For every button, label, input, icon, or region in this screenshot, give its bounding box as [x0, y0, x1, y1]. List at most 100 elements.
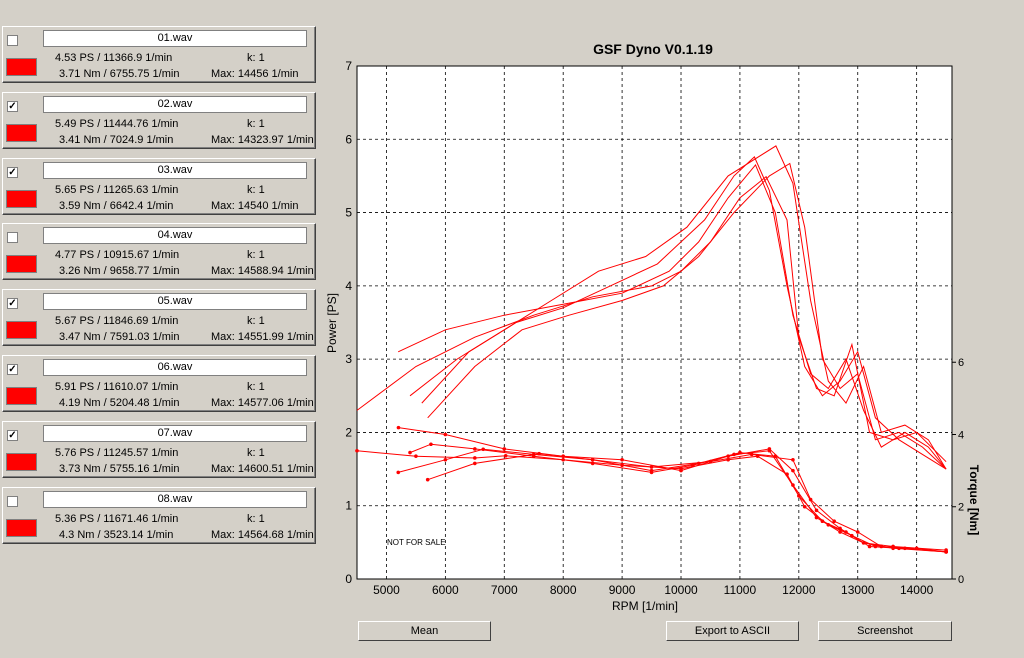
- file-checkbox[interactable]: ✓: [7, 166, 18, 178]
- file-checkbox[interactable]: ✓: [7, 364, 18, 375]
- torque-point: [749, 452, 754, 457]
- torque-point: [473, 461, 477, 466]
- file-panel: ✓ 05.wav 5.67 PS / 11846.69 1/min k: 1 3.47 …: [2, 289, 316, 347]
- x-tick-label: 6000: [432, 583, 459, 597]
- max-readout: Max: 14551.99 1/min: [211, 331, 314, 344]
- color-swatch[interactable]: [6, 255, 37, 274]
- torque-point: [425, 477, 430, 482]
- torque-point: [838, 530, 842, 534]
- y-left-tick-label: 0: [345, 572, 352, 586]
- power-readout: 5.91 PS / 11610.07 1/min: [55, 381, 179, 393]
- torque-point: [814, 508, 819, 513]
- y-left-tick-labels: 0 1 2 3 4 5 6 7: [345, 59, 352, 586]
- y-right-tick-labels: 0 2 4 6: [952, 357, 964, 586]
- x-tick-label: 12000: [782, 583, 816, 597]
- file-checkbox[interactable]: ✓: [7, 429, 18, 441]
- file-name-field[interactable]: 03.wav: [43, 161, 307, 179]
- y-left-tick-label: 7: [345, 59, 352, 73]
- x-tick-label: 8000: [550, 583, 577, 597]
- file-name-field[interactable]: 01.wav: [43, 30, 307, 47]
- file-name-field[interactable]: 08.wav: [43, 490, 307, 508]
- torque-point: [767, 448, 772, 453]
- torque-point: [891, 546, 895, 551]
- color-swatch[interactable]: [6, 189, 37, 208]
- torque-point: [690, 463, 695, 468]
- file-name-field[interactable]: 04.wav: [43, 227, 307, 245]
- torque-readout: 3.47 Nm / 7591.03 1/min: [59, 331, 180, 344]
- file-panel: ✓ 07.wav 5.76 PS / 11245.57 1/min k: 1 3.73 …: [2, 420, 316, 478]
- max-readout: Max: 14456 1/min: [211, 68, 299, 80]
- k-readout: k: 1: [247, 512, 265, 525]
- torque-point: [802, 504, 807, 509]
- color-swatch[interactable]: [6, 518, 37, 537]
- torque-point: [832, 519, 836, 523]
- torque-point: [531, 454, 536, 458]
- torque-point: [561, 454, 565, 458]
- x-tick-label: 5000: [373, 583, 400, 597]
- max-readout: Max: 14540 1/min: [211, 199, 299, 212]
- series-lines: [355, 145, 948, 554]
- file-panel: 01.wav 4.53 PS / 11366.9 1/min k: 1 3.71 Nm…: [2, 26, 316, 83]
- dyno-chart: GSF Dyno V0.1.19 5000 6000 7000 8000 9000 100…: [325, 41, 980, 613]
- x-tick-label: 13000: [841, 583, 875, 597]
- torque-readout: 3.71 Nm / 6755.75 1/min: [59, 68, 180, 80]
- torque-point: [590, 457, 595, 462]
- file-name-field[interactable]: 05.wav: [43, 293, 307, 311]
- k-readout: k: 1: [247, 117, 265, 130]
- torque-point: [867, 544, 872, 549]
- torque-point: [944, 550, 948, 554]
- y-left-tick-label: 4: [345, 279, 352, 293]
- torque-point: [649, 465, 654, 469]
- torque-point: [429, 442, 433, 447]
- max-readout: Max: 14564.68 1/min: [211, 528, 314, 541]
- max-readout: Max: 14600.51 1/min: [211, 462, 314, 475]
- torque-readout: 4.3 Nm / 3523.14 1/min: [59, 528, 174, 541]
- file-checkbox[interactable]: ✓: [7, 100, 18, 112]
- power-line-05.wav: [427, 162, 947, 470]
- screenshot-button[interactable]: Screenshot: [818, 621, 952, 641]
- torque-point: [473, 447, 477, 451]
- file-name-field[interactable]: 06.wav: [43, 359, 307, 376]
- power-line-07.wav: [421, 156, 947, 470]
- watermark: NOT FOR SALE: [387, 538, 446, 547]
- power-line-06.wav: [409, 145, 947, 470]
- torque-point: [855, 530, 860, 534]
- file-checkbox[interactable]: [7, 495, 18, 507]
- power-readout: 5.36 PS / 11671.46 1/min: [55, 512, 179, 525]
- y-right-tick-label: 4: [958, 429, 964, 441]
- file-checkbox[interactable]: [7, 232, 18, 244]
- file-panel: 04.wav 4.77 PS / 10915.67 1/min k: 1 3.26 N…: [2, 223, 316, 281]
- grid-lines: [357, 66, 952, 579]
- y-right-tick-label: 0: [958, 574, 964, 586]
- plot-area: [356, 65, 953, 580]
- y-right-axis-label: Torque [Nm]: [967, 465, 980, 535]
- power-line-02.wav: [356, 175, 947, 463]
- torque-point: [355, 448, 359, 453]
- y-right-tick-label: 6: [958, 357, 964, 369]
- x-tick-label: 10000: [664, 583, 698, 597]
- torque-point: [408, 450, 412, 455]
- file-checkbox[interactable]: [7, 35, 18, 46]
- torque-point: [732, 452, 736, 457]
- torque-point: [502, 447, 507, 451]
- color-swatch[interactable]: [6, 58, 37, 76]
- export-ascii-button[interactable]: Export to ASCII: [666, 621, 799, 641]
- mean-button[interactable]: Mean: [358, 621, 491, 641]
- power-line-03.wav: [397, 163, 947, 470]
- torque-point: [396, 470, 401, 475]
- torque-readout: 3.73 Nm / 5755.16 1/min: [59, 462, 180, 475]
- color-swatch[interactable]: [6, 123, 37, 142]
- file-checkbox[interactable]: ✓: [7, 298, 18, 310]
- file-name-field[interactable]: 07.wav: [43, 424, 307, 442]
- y-right-tick-label: 2: [958, 502, 964, 514]
- torque-point: [443, 432, 448, 437]
- torque-line-02.wav: [356, 450, 947, 553]
- file-name-field[interactable]: 02.wav: [43, 95, 307, 113]
- color-swatch[interactable]: [6, 387, 37, 405]
- k-readout: k: 1: [247, 446, 265, 459]
- x-tick-label: 9000: [609, 583, 636, 597]
- color-swatch[interactable]: [6, 321, 37, 340]
- k-readout: k: 1: [247, 381, 265, 393]
- torque-point: [814, 515, 819, 520]
- color-swatch[interactable]: [6, 452, 37, 471]
